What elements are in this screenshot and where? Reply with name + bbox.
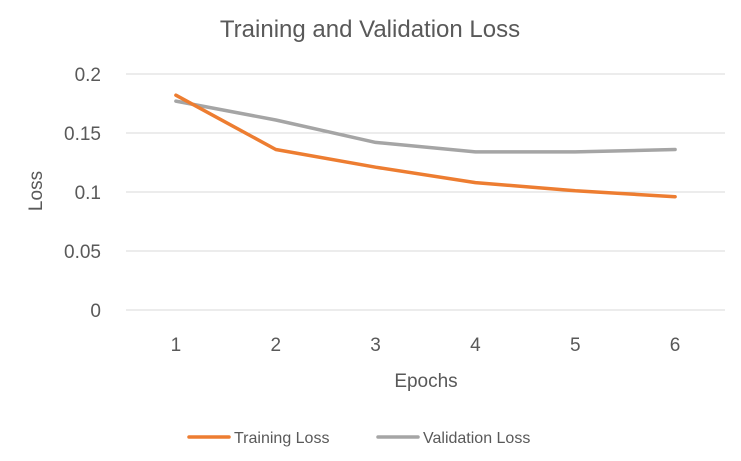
legend-item-training-loss: Training Loss	[189, 430, 329, 447]
y-axis-title: Loss	[26, 171, 47, 211]
x-axis-title: Epochs	[394, 371, 457, 392]
legend: Training Loss Validation Loss	[189, 430, 530, 447]
series-lines	[176, 95, 675, 197]
chart-title: Training and Validation Loss	[220, 16, 520, 43]
legend-label: Validation Loss	[423, 430, 530, 447]
y-tick-label: 0.2	[75, 65, 101, 86]
x-tick-label: 3	[370, 335, 381, 356]
y-axis-tick-labels: 0 0.05 0.1 0.15 0.2	[64, 65, 101, 322]
x-tick-label: 5	[570, 335, 581, 356]
x-axis-tick-labels: 1 2 3 4 5 6	[171, 335, 681, 356]
y-tick-label: 0	[90, 301, 101, 322]
legend-label: Training Loss	[234, 430, 329, 447]
x-tick-label: 2	[270, 335, 281, 356]
y-tick-label: 0.05	[64, 242, 101, 263]
legend-item-validation-loss: Validation Loss	[378, 430, 530, 447]
x-tick-label: 1	[171, 335, 182, 356]
x-tick-label: 6	[670, 335, 681, 356]
series-line-validation-loss	[176, 101, 675, 152]
y-tick-label: 0.15	[64, 124, 101, 145]
x-tick-label: 4	[470, 335, 481, 356]
y-tick-label: 0.1	[75, 183, 101, 204]
